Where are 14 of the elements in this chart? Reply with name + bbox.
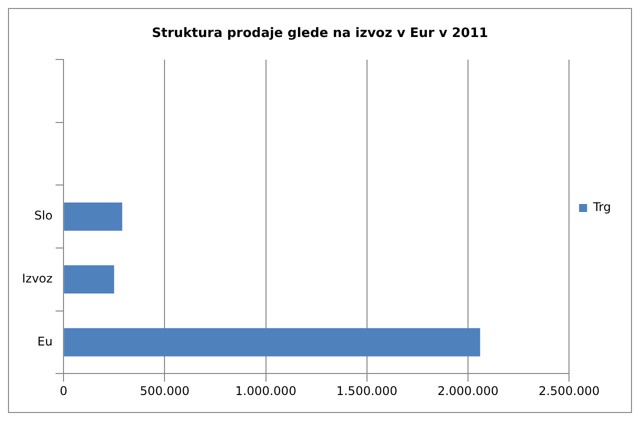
y-tick-label: Slo [34, 208, 53, 223]
y-tick-label: Izvoz [22, 272, 53, 286]
bar [64, 202, 122, 231]
y-tick-label: Eu [37, 334, 53, 348]
x-tick-label: 2.500.000 [538, 384, 600, 398]
x-tick-label: 2.000.000 [437, 384, 499, 398]
x-tick-label: 1.000.000 [235, 384, 296, 398]
bar [64, 265, 114, 294]
bar [64, 328, 480, 356]
chart-title: Struktura prodaje glede na izvoz v Eur v 2011 [152, 26, 488, 42]
x-tick-label: 500.000 [140, 384, 190, 398]
legend-label: Trg [592, 200, 611, 214]
x-tick-label: 0 [60, 384, 68, 398]
x-tick-label: 1.500.000 [336, 384, 398, 398]
